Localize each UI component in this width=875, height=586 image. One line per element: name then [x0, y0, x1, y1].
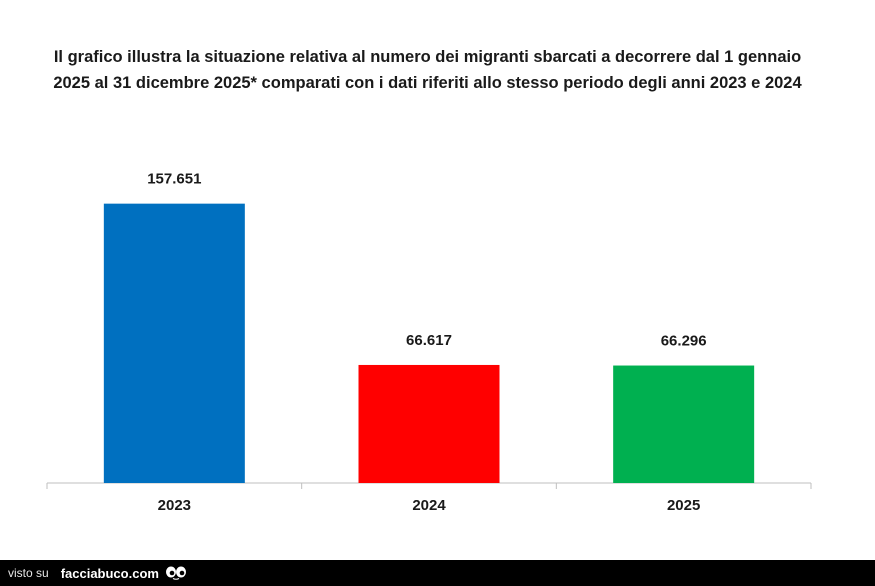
value-label-2023: 157.651: [147, 171, 201, 188]
chart-frame: Il grafico illustra la situazione relati…: [46, 48, 812, 514]
category-label-2023: 2023: [158, 497, 191, 514]
category-label-2025: 2025: [667, 497, 700, 514]
bar-2024: [358, 364, 500, 483]
footer-bar: visto su facciabuco.com: [0, 560, 875, 586]
value-label-2024: 66.617: [406, 332, 452, 349]
value-label-2025: 66.296: [661, 333, 707, 350]
bar-2023: [103, 203, 245, 483]
chart-title: Il grafico illustra la situazione relati…: [53, 48, 802, 92]
footer-prefix: visto su: [8, 566, 49, 580]
eyes-icon: [165, 566, 187, 580]
footer-brand-link[interactable]: facciabuco.com: [60, 565, 159, 581]
category-label-2024: 2024: [412, 497, 446, 514]
bar-chart: 157.651 2023 66.617 2024 66.296 2025: [46, 171, 812, 514]
bar-2025: [613, 365, 755, 483]
